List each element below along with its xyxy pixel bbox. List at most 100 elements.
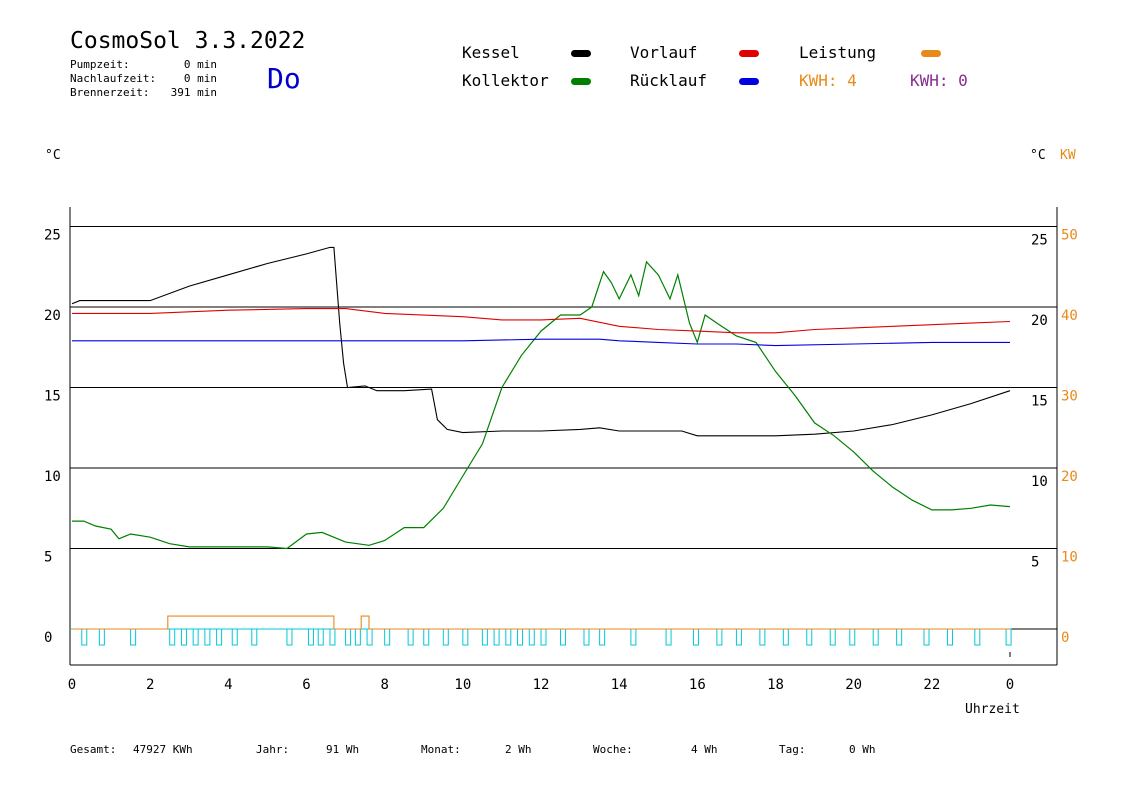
pump-pulse <box>286 628 293 646</box>
pump-pulse <box>98 628 105 646</box>
legend-kessel-label: Kessel <box>462 43 520 62</box>
stat-brennerzeit-value: 391 min <box>170 86 217 99</box>
pump-pulse <box>599 628 606 646</box>
pump-pulse <box>317 628 324 646</box>
pump-pulse <box>872 628 879 646</box>
footer-woche-value: 4 Wh <box>691 743 718 756</box>
legend-kollektor-label: Kollektor <box>462 71 549 90</box>
legend-leistung-label: Leistung <box>799 43 877 62</box>
pump-pulse <box>307 628 314 646</box>
pump-pulse <box>735 628 742 646</box>
x-tick-label: 0 <box>1006 677 1014 693</box>
pump-pulse <box>204 628 211 646</box>
y-tick-label: 10 <box>44 469 61 485</box>
right-axis-unit-celsius: °C <box>1030 148 1046 163</box>
pump-pulse <box>442 628 449 646</box>
stat-brennerzeit-label: Brennerzeit: <box>70 86 150 99</box>
x-tick-label: 10 <box>454 677 471 693</box>
legend-kwh-second: KWH: 0 <box>910 71 968 90</box>
x-tick-label: 2 <box>146 677 154 693</box>
footer-jahr-value: 91 Wh <box>326 743 360 756</box>
legend-kessel-swatch <box>571 50 591 57</box>
pump-pulse <box>180 628 187 646</box>
x-tick-label: 18 <box>767 677 784 693</box>
pump-pulse <box>630 628 637 646</box>
legend-ruecklauf-label: Rücklauf <box>630 71 708 90</box>
y2-celsius-tick-label: 10 <box>1031 474 1048 490</box>
pump-pulse <box>665 628 672 646</box>
footer-jahr-label: Jahr: <box>256 743 290 756</box>
y-tick-label: 0 <box>44 630 52 646</box>
pump-pulse <box>329 628 336 646</box>
pump-pulse <box>806 628 813 646</box>
pump-pulse <box>407 628 414 646</box>
series-line-kessel <box>71 246 1011 437</box>
pump-pulse <box>849 628 856 646</box>
chart-title: CosmoSol 3.3.2022 <box>70 28 306 54</box>
x-tick-label: 8 <box>380 677 388 693</box>
series-line-kollektor <box>72 260 1011 550</box>
pump-pulse <box>517 628 524 646</box>
pump-pulse <box>423 628 430 646</box>
pump-pulse <box>692 628 699 646</box>
stat-nachlaufzeit-label: Nachlaufzeit: <box>70 72 157 85</box>
x-tick-label: 6 <box>302 677 310 693</box>
series-line-ruecklauf <box>72 338 1010 347</box>
x-tick-label: 12 <box>533 677 550 693</box>
y2-celsius-tick-label: 20 <box>1031 313 1048 329</box>
pump-pulse <box>560 628 567 646</box>
y2-celsius-tick-label: 25 <box>1031 233 1048 249</box>
y-tick-label: 25 <box>44 228 61 244</box>
pump-pulse <box>130 628 137 646</box>
weekday-label: Do <box>267 62 301 95</box>
x-axis-label: Uhrzeit <box>965 702 1020 717</box>
stat-pumpzeit-value: 0 min <box>183 58 217 71</box>
footer-tag-value: 0 Wh <box>849 743 876 756</box>
x-tick-label: 16 <box>689 677 706 693</box>
footer-tag-label: Tag: <box>779 743 806 756</box>
pump-pulse <box>462 628 469 646</box>
x-tick-label: 20 <box>845 677 862 693</box>
y-tick-label: 5 <box>44 550 52 566</box>
footer-woche-label: Woche: <box>593 743 633 756</box>
y-tick-label: 15 <box>44 389 61 405</box>
footer-monat-label: Monat: <box>421 743 461 756</box>
pump-pulse <box>481 628 488 646</box>
pump-pulse <box>716 628 723 646</box>
stat-nachlaufzeit-value: 0 min <box>183 72 217 85</box>
pump-pulse <box>192 628 199 646</box>
left-axis-unit: °C <box>45 148 61 163</box>
y2-kw-tick-label: 10 <box>1061 550 1078 566</box>
pump-pulse <box>923 628 930 646</box>
pump-pulse <box>974 628 981 646</box>
x-tick-label: 4 <box>224 677 232 693</box>
x-tick-label: 0 <box>68 677 76 693</box>
y2-kw-tick-label: 0 <box>1061 630 1069 646</box>
stat-pumpzeit-label: Pumpzeit: <box>70 58 130 71</box>
x-tick-label: 22 <box>923 677 940 693</box>
y2-kw-tick-label: 30 <box>1061 389 1078 405</box>
y2-kw-tick-label: 40 <box>1061 308 1078 324</box>
pump-pulse <box>896 628 903 646</box>
footer-monat-value: 2 Wh <box>505 743 532 756</box>
pump-pulse <box>231 628 238 646</box>
footer-gesamt-label: Gesamt: <box>70 743 117 756</box>
pump-pulse <box>540 628 547 646</box>
legend-leistung-swatch <box>921 50 941 57</box>
legend-vorlauf-swatch <box>739 50 759 57</box>
pump-pulse <box>169 628 176 646</box>
pump-pulse <box>1005 628 1012 646</box>
pump-pulse <box>829 628 836 646</box>
y2-kw-tick-label: 50 <box>1061 228 1078 244</box>
pump-pulse <box>493 628 500 646</box>
series-line-leistung <box>72 615 1010 630</box>
legend-kwh-leistung: KWH: 4 <box>799 71 857 90</box>
pump-pulse <box>251 628 258 646</box>
x-tick-label: 14 <box>611 677 628 693</box>
right-axis-unit-kw: KW <box>1060 148 1076 163</box>
footer-gesamt-value: 47927 KWh <box>133 743 193 756</box>
y2-kw-tick-label: 20 <box>1061 469 1078 485</box>
pump-pulse <box>505 628 512 646</box>
y2-celsius-tick-label: 5 <box>1031 555 1039 571</box>
